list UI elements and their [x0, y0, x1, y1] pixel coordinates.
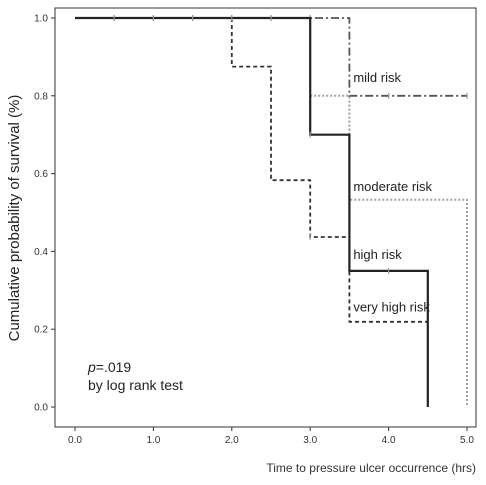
x-tick-label: 1.0: [146, 435, 160, 446]
series-high-risk: [75, 15, 429, 407]
axes: 0.0 1.0 2.0 3.0 4.0 5.0 0.0 0.2 0.4 0.6 0.8 1.0: [34, 7, 477, 446]
test-annotation: by log rank test: [88, 377, 183, 393]
y-tick-label: 0.6: [34, 169, 48, 180]
curve-label-moderate-risk: moderate risk: [353, 179, 432, 194]
p-value-prefix: p: [87, 359, 96, 375]
p-value-annotation: p=.019: [87, 359, 131, 375]
p-value-text: =.019: [96, 359, 132, 375]
y-tick-label: 1.0: [34, 14, 48, 25]
series-very-high-risk: [230, 18, 428, 323]
x-tick-label: 4.0: [382, 435, 396, 446]
x-tick-label: 0.0: [68, 435, 82, 446]
curve-label-high-risk: high risk: [353, 247, 402, 262]
y-tick-label: 0.0: [34, 403, 48, 414]
y-tick-label: 0.4: [34, 247, 48, 258]
x-axis-label: Time to pressure ulcer occurrence (hrs): [266, 461, 476, 475]
series-line-mild-risk: [75, 17, 467, 97]
y-tick-label: 0.2: [34, 325, 48, 336]
x-tick-label: 2.0: [225, 435, 239, 446]
x-tick-label: 5.0: [460, 435, 474, 446]
y-tick-label: 0.8: [34, 91, 48, 102]
plot-frame: [54, 7, 477, 428]
x-tick-label: 3.0: [303, 435, 317, 446]
y-axis-label: Cumulative probability of survival (%): [6, 95, 23, 342]
curve-label-very-high-risk: very high risk: [353, 300, 430, 315]
series-layer: [75, 15, 468, 407]
series-line-high-risk: [75, 16, 429, 407]
curve-labels: mild risk moderate risk high risk very high…: [353, 70, 432, 315]
curve-label-mild-risk: mild risk: [353, 70, 401, 85]
series-line-very-high-risk: [230, 18, 428, 323]
series-moderate-risk: [310, 94, 468, 407]
series-line-moderate-risk: [310, 94, 468, 407]
